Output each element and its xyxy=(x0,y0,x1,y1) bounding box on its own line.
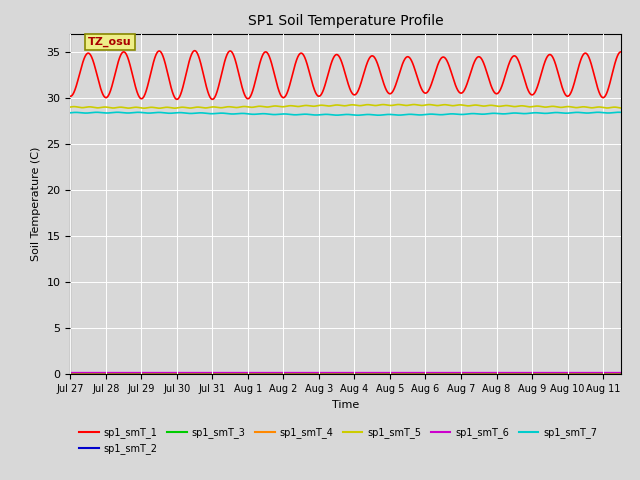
sp1_smT_2 xyxy=(162,371,170,376)
sp1_smT_2 xyxy=(617,371,625,376)
sp1_smT_3 xyxy=(617,371,625,376)
sp1_smT_5 xyxy=(617,105,625,111)
sp1_smT_5 xyxy=(547,104,555,109)
sp1_smT_4 xyxy=(129,370,137,376)
sp1_smT_5 xyxy=(301,103,309,108)
sp1_smT_1 xyxy=(162,63,170,69)
sp1_smT_6 xyxy=(617,370,625,375)
sp1_smT_7 xyxy=(67,110,74,116)
sp1_smT_5 xyxy=(278,104,285,109)
sp1_smT_4 xyxy=(606,370,614,376)
sp1_smT_6 xyxy=(278,370,285,375)
sp1_smT_1 xyxy=(302,57,310,63)
sp1_smT_6 xyxy=(67,370,74,375)
sp1_smT_7 xyxy=(607,110,614,116)
sp1_smT_3 xyxy=(129,371,137,376)
sp1_smT_4 xyxy=(67,370,74,376)
sp1_smT_2 xyxy=(606,371,614,376)
sp1_smT_2 xyxy=(129,371,137,376)
sp1_smT_3 xyxy=(301,371,309,376)
sp1_smT_2 xyxy=(547,371,554,376)
Text: TZ_osu: TZ_osu xyxy=(88,36,132,47)
sp1_smT_2 xyxy=(301,371,309,376)
Title: SP1 Soil Temperature Profile: SP1 Soil Temperature Profile xyxy=(248,14,444,28)
sp1_smT_2 xyxy=(67,371,74,376)
sp1_smT_1 xyxy=(191,48,198,54)
sp1_smT_1 xyxy=(617,49,625,55)
sp1_smT_1 xyxy=(67,93,74,99)
sp1_smT_1 xyxy=(607,79,614,84)
sp1_smT_7 xyxy=(278,111,285,117)
sp1_smT_7 xyxy=(113,109,121,115)
sp1_smT_2 xyxy=(278,371,285,376)
sp1_smT_4 xyxy=(301,370,309,376)
sp1_smT_7 xyxy=(617,109,625,115)
Line: sp1_smT_1: sp1_smT_1 xyxy=(70,51,621,99)
sp1_smT_4 xyxy=(278,370,285,376)
sp1_smT_3 xyxy=(162,371,170,376)
sp1_smT_7 xyxy=(301,111,309,117)
sp1_smT_4 xyxy=(547,370,554,376)
sp1_smT_1 xyxy=(547,52,555,58)
sp1_smT_6 xyxy=(301,370,309,375)
sp1_smT_1 xyxy=(129,75,137,81)
X-axis label: Time: Time xyxy=(332,400,359,409)
sp1_smT_5 xyxy=(129,105,137,110)
sp1_smT_5 xyxy=(162,105,170,110)
sp1_smT_4 xyxy=(162,370,170,376)
sp1_smT_5 xyxy=(395,102,403,108)
sp1_smT_7 xyxy=(547,110,555,116)
sp1_smT_5 xyxy=(156,105,163,111)
sp1_smT_3 xyxy=(547,371,554,376)
sp1_smT_1 xyxy=(209,96,216,102)
sp1_smT_1 xyxy=(278,94,285,100)
sp1_smT_6 xyxy=(606,370,614,375)
Line: sp1_smT_7: sp1_smT_7 xyxy=(70,112,621,115)
sp1_smT_7 xyxy=(162,110,170,116)
sp1_smT_3 xyxy=(606,371,614,376)
sp1_smT_5 xyxy=(67,104,74,110)
sp1_smT_5 xyxy=(607,105,614,110)
sp1_smT_4 xyxy=(617,370,625,376)
Line: sp1_smT_5: sp1_smT_5 xyxy=(70,105,621,108)
sp1_smT_6 xyxy=(162,370,170,375)
sp1_smT_6 xyxy=(129,370,137,375)
Legend: sp1_smT_1, sp1_smT_2, sp1_smT_3, sp1_smT_4, sp1_smT_5, sp1_smT_6, sp1_smT_7: sp1_smT_1, sp1_smT_2, sp1_smT_3, sp1_smT… xyxy=(76,423,601,458)
Y-axis label: Soil Temperature (C): Soil Temperature (C) xyxy=(31,147,41,261)
sp1_smT_7 xyxy=(354,112,362,118)
sp1_smT_6 xyxy=(547,370,554,375)
sp1_smT_3 xyxy=(67,371,74,376)
sp1_smT_3 xyxy=(278,371,285,376)
sp1_smT_7 xyxy=(129,110,137,116)
